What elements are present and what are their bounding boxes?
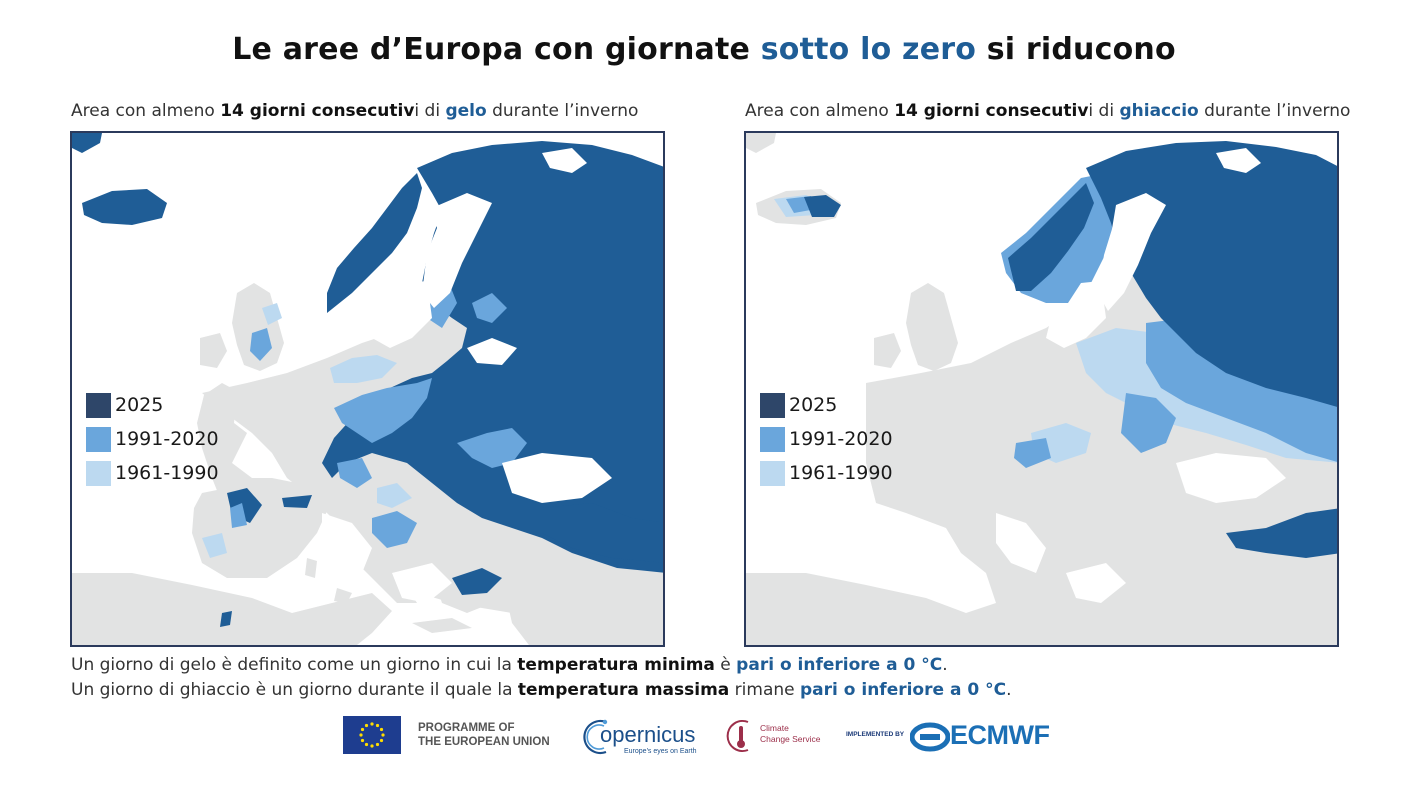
frost-day-definition: Un giorno di gelo è definito come un gio… (71, 655, 948, 675)
legend-swatch-2025 (760, 392, 785, 418)
frost-map-svg (72, 133, 663, 645)
right-map-subtitle: Area con almeno 14 giorni consecutivi di… (745, 101, 1351, 121)
legend-swatch-1991-2020 (760, 426, 785, 452)
legend-swatch-1961-1990 (760, 460, 785, 486)
thermometer-icon (726, 720, 749, 752)
map-legend-right: 2025 1991-2020 1961-1990 (760, 388, 893, 490)
legend-swatch-1991-2020 (86, 426, 111, 452)
copernicus-logo: opernicus Europe's eyes on Earth (580, 714, 698, 760)
legend-swatch-1961-1990 (86, 460, 111, 486)
climate-change-service-logo: Climate Change Service (724, 714, 824, 760)
ice-map-svg (746, 133, 1337, 645)
title-text-end: si riducono (976, 32, 1176, 67)
seas (322, 148, 612, 603)
ice-days-map: 2025 1991-2020 1961-1990 (744, 131, 1339, 647)
extent-1991-2020 (230, 278, 527, 548)
copernicus-c-icon (583, 719, 608, 755)
footer-logos: PROGRAMME OF THE EUROPEAN UNION opernicu… (0, 712, 1408, 762)
seas (766, 148, 1286, 603)
title-text: Le aree d’Europa con giornate (232, 32, 761, 67)
legend-item: 1991-2020 (86, 422, 219, 456)
ecmwf-logo: ECMWF (910, 718, 1070, 754)
ice-day-definition: Un giorno di ghiaccio è un giorno durant… (71, 680, 1012, 700)
legend-item: 1961-1990 (760, 456, 893, 490)
implemented-by-label: IMPLEMENTED BY (846, 731, 905, 738)
eu-flag-icon (343, 716, 401, 754)
legend-item: 1991-2020 (760, 422, 893, 456)
page-title: Le aree d’Europa con giornate sotto lo z… (0, 32, 1408, 67)
title-highlight: sotto lo zero (760, 32, 977, 67)
legend-item: 1961-1990 (86, 456, 219, 490)
eu-programme-label: PROGRAMME OF THE EUROPEAN UNION (418, 722, 550, 748)
legend-item: 2025 (86, 388, 219, 422)
left-map-subtitle: Area con almeno 14 giorni consecutivi di… (71, 101, 639, 121)
map-legend-left: 2025 1991-2020 1961-1990 (86, 388, 219, 490)
ecmwf-swirl-icon (910, 722, 950, 752)
frost-days-map: 2025 1991-2020 1961-1990 (70, 131, 665, 647)
legend-swatch-2025 (86, 392, 111, 418)
legend-item: 2025 (760, 388, 893, 422)
